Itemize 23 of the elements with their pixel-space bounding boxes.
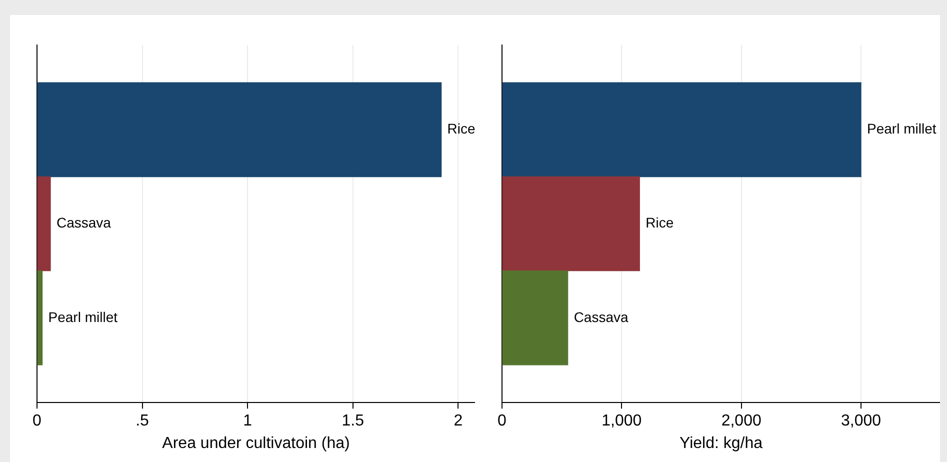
x-axis-title: Area under cultivatoin (ha): [162, 434, 350, 452]
y-tick-label: Pearl millet: [867, 120, 936, 137]
x-tick-label: 1.5: [342, 412, 364, 430]
x-tick-label: 2: [454, 412, 463, 430]
x-tick-label: 1: [243, 412, 252, 430]
y-tick-label: Cassava: [574, 308, 628, 325]
bar: [502, 176, 640, 272]
x-tick-label: 2,000: [721, 412, 762, 430]
bar: [502, 82, 862, 178]
bar: [37, 82, 442, 178]
bar: [37, 270, 43, 366]
y-tick-label: Pearl millet: [48, 308, 118, 325]
x-tick-label: .5: [136, 412, 150, 430]
x-tick-label: 0: [498, 412, 507, 430]
bar: [37, 176, 51, 272]
x-axis-title: Yield: kg/ha: [679, 434, 763, 452]
y-tick-label: Rice: [447, 120, 476, 137]
x-tick-label: 3,000: [840, 412, 882, 430]
y-tick-label: Rice: [646, 214, 674, 231]
y-tick-label: Cassava: [56, 214, 112, 231]
x-tick-label: 0: [32, 412, 42, 430]
bar: [502, 270, 568, 366]
x-tick-label: 1,000: [602, 412, 642, 430]
